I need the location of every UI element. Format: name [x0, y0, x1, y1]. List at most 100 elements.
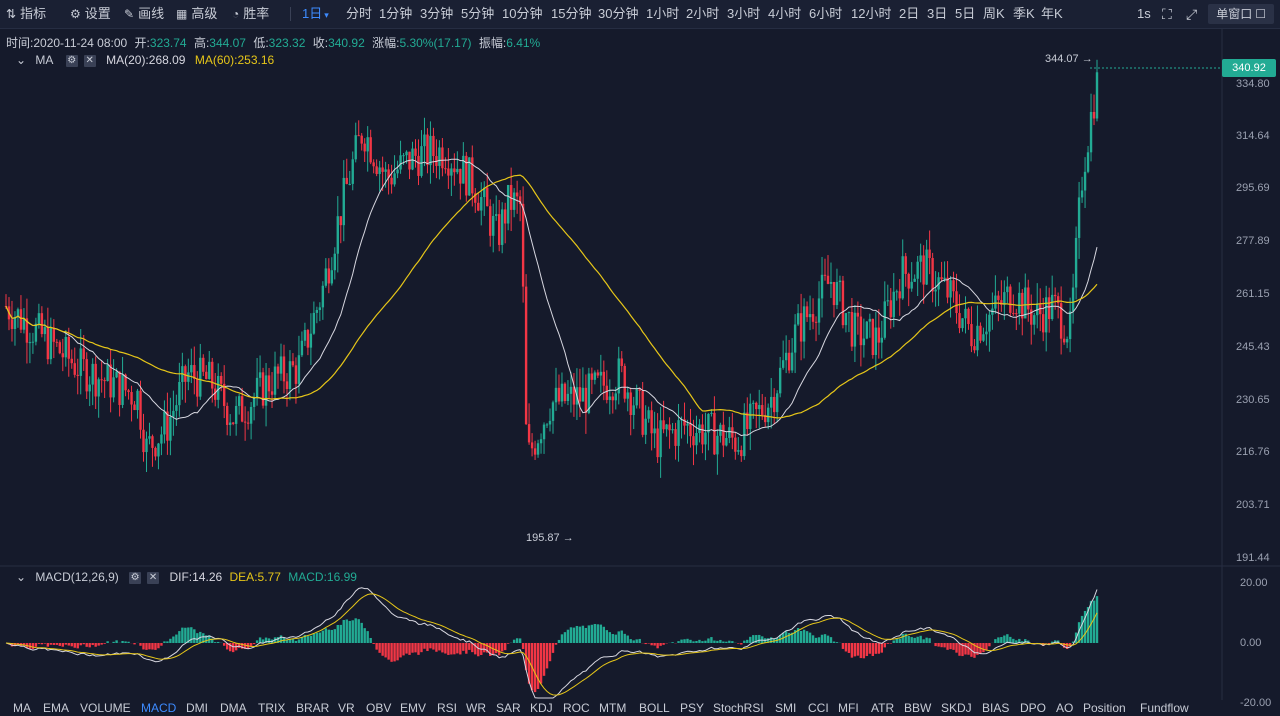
gear-icon[interactable]: ⚙	[65, 54, 78, 67]
period-11[interactable]: 6小时	[809, 6, 843, 21]
indicator-tab-smi[interactable]: SMI	[775, 701, 797, 715]
indicator-tab-ma[interactable]: MA	[13, 701, 31, 715]
period-18[interactable]: 年K	[1041, 6, 1063, 21]
indicator-tab-position[interactable]: Position	[1083, 701, 1126, 715]
close-icon[interactable]: ✕	[83, 54, 96, 67]
collapse-icon[interactable]: ⌄	[16, 570, 27, 584]
indicator-tab-fundflow[interactable]: Fundflow	[1140, 701, 1189, 715]
ma-legend-name: MA	[35, 53, 54, 67]
period-0[interactable]: 分时	[346, 6, 373, 21]
window-mode-label: 单窗口	[1216, 7, 1253, 21]
close-icon[interactable]: ✕	[147, 571, 160, 584]
period-5[interactable]: 15分钟	[551, 6, 592, 21]
high-marker: 344.07 →	[1045, 53, 1093, 65]
divider	[290, 7, 291, 21]
low-label: 低:	[253, 36, 269, 50]
window-mode-select[interactable]: 单窗口 ☐	[1208, 4, 1274, 24]
period-4[interactable]: 10分钟	[502, 6, 543, 21]
time-label: 时间:	[6, 36, 34, 50]
high-value: 344.07	[209, 36, 246, 50]
indicator-tab-macd[interactable]: MACD	[141, 701, 177, 715]
gear-icon[interactable]: ⚙	[129, 571, 142, 584]
indicator-tab-skdj[interactable]: SKDJ	[941, 701, 972, 715]
last-price-value: 340.92	[1232, 62, 1266, 74]
indicator-tab-ema[interactable]: EMA	[43, 701, 70, 715]
indicators-label: 指标	[20, 6, 47, 21]
indicator-tab-dma[interactable]: DMA	[220, 701, 247, 715]
low-marker: 195.87 →	[526, 532, 574, 544]
indicator-tab-volume[interactable]: VOLUME	[80, 701, 131, 715]
period-17[interactable]: 季K	[1013, 6, 1035, 21]
period-2[interactable]: 3分钟	[420, 6, 454, 21]
indicator-tab-cci[interactable]: CCI	[808, 701, 829, 715]
collapse-icon[interactable]: ⌄	[16, 53, 27, 67]
period-14[interactable]: 3日	[927, 6, 948, 21]
indicator-tab-ao[interactable]: AO	[1056, 701, 1074, 715]
indicator-tab-kdj[interactable]: KDJ	[530, 701, 553, 715]
period-8[interactable]: 2小时	[686, 6, 720, 21]
close-label: 收:	[312, 36, 329, 50]
window-icon: ☐	[1255, 7, 1266, 21]
refresh-label: 1s	[1137, 6, 1151, 21]
high-label: 高:	[193, 36, 210, 50]
draw-label: 画线	[138, 6, 165, 21]
price-tick-label: 295.69	[1236, 182, 1270, 194]
fullscreen-icon[interactable]: ⛶	[1162, 6, 1172, 22]
period-15[interactable]: 5日	[955, 6, 976, 21]
indicator-tab-emv[interactable]: EMV	[400, 701, 427, 715]
indicator-tab-dpo[interactable]: DPO	[1020, 701, 1047, 715]
period-9[interactable]: 3小时	[727, 6, 761, 21]
indicator-tab-bbw[interactable]: BBW	[904, 701, 932, 715]
indicator-tab-atr[interactable]: ATR	[871, 701, 895, 715]
indicator-tab-bias[interactable]: BIAS	[982, 701, 1010, 715]
price-tick-label: 203.71	[1236, 499, 1270, 511]
indicators-button[interactable]: ⇅ 指标	[6, 0, 46, 28]
winrate-button[interactable]: ◔ 胜率	[232, 0, 269, 28]
macd-histogram	[7, 596, 1099, 693]
indicator-tab-brar[interactable]: BRAR	[296, 701, 330, 715]
price-tick-label: 334.80	[1236, 78, 1270, 90]
indicator-tab-wr[interactable]: WR	[466, 701, 486, 715]
refresh-interval[interactable]: 1s	[1137, 0, 1151, 28]
period-12[interactable]: 12小时	[851, 6, 892, 21]
low-value: 323.32	[268, 36, 306, 50]
price-tick-label: 230.65	[1236, 394, 1270, 406]
indicator-tab-sar[interactable]: SAR	[496, 701, 521, 715]
macd-tick-label: -20.00	[1240, 697, 1272, 709]
change-label: 涨幅:	[372, 36, 400, 50]
macd-legend: ⌄ MACD(12,26,9) ⚙ ✕ DIF:14.26 DEA:5.77 MA…	[16, 569, 357, 585]
macd-tick-label: 20.00	[1240, 577, 1268, 589]
period-3[interactable]: 5分钟	[461, 6, 495, 21]
indicator-tab-trix[interactable]: TRIX	[258, 701, 286, 715]
settings-button[interactable]: ⚙ 设置	[70, 0, 111, 28]
period-13[interactable]: 2日	[899, 6, 920, 21]
ma-legend: ⌄ MA ⚙ ✕ MA(20):268.09 MA(60):253.16	[16, 52, 274, 68]
indicator-tab-mfi[interactable]: MFI	[838, 701, 859, 715]
top-toolbar: ⇅ 指标 ⚙ 设置 ✎ 画线 ▦ 高级 ◔ 胜率 1日 ▾ 分时 1分钟 3分钟 5分钟 10分钟 1…	[0, 0, 1280, 29]
draw-button[interactable]: ✎ 画线	[124, 0, 164, 28]
indicator-tab-obv[interactable]: OBV	[366, 701, 392, 715]
period-1[interactable]: 1分钟	[379, 6, 413, 21]
advanced-button[interactable]: ▦ 高级	[176, 0, 217, 28]
indicator-tab-rsi[interactable]: RSI	[437, 701, 458, 715]
period-10[interactable]: 4小时	[768, 6, 802, 21]
change-value: 5.30%(17.17)	[399, 36, 472, 50]
period-selected[interactable]: 1日 ▾	[302, 0, 329, 28]
period-16[interactable]: 周K	[983, 6, 1005, 21]
expand-icon[interactable]: ⤢	[1186, 6, 1198, 22]
open-value: 323.74	[149, 36, 187, 50]
indicator-tab-vr[interactable]: VR	[338, 701, 355, 715]
price-tick-label: 314.64	[1236, 130, 1270, 142]
indicator-tab-boll[interactable]: BOLL	[639, 701, 670, 715]
dif-value: DIF:14.26	[169, 570, 223, 584]
indicator-tab-mtm[interactable]: MTM	[599, 701, 627, 715]
open-label: 开:	[134, 36, 150, 50]
indicator-tab-psy[interactable]: PSY	[680, 701, 705, 715]
indicator-tab-dmi[interactable]: DMI	[186, 701, 208, 715]
advanced-label: 高级	[191, 6, 218, 21]
period-7[interactable]: 1小时	[646, 6, 680, 21]
period-6[interactable]: 30分钟	[598, 6, 639, 21]
indicator-tab-roc[interactable]: ROC	[563, 701, 590, 715]
indicator-tab-stochrsi[interactable]: StochRSI	[713, 701, 764, 715]
